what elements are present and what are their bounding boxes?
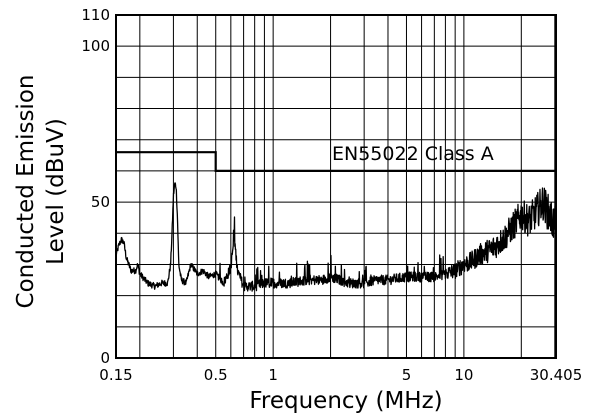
limit-line-label: EN55022 Class A: [332, 143, 494, 165]
x-tick-labels: 0.15 0.5 1 5 10 30.405: [99, 366, 582, 384]
x-tick-label: 5: [402, 366, 412, 384]
grid-lines: [116, 15, 556, 358]
x-tick-label: 0.15: [99, 366, 132, 384]
emission-trace: [115, 182, 557, 292]
x-tick-label: 1: [268, 366, 278, 384]
y-tick-labels: 0 50 100 110: [81, 6, 110, 367]
y-axis-label-line1: Conducted Emission: [13, 75, 39, 309]
x-tick-label: 0.5: [204, 366, 228, 384]
y-tick-label: 0: [100, 349, 110, 367]
x-axis-label: Frequency (MHz): [249, 388, 442, 414]
y-tick-label: 50: [91, 193, 110, 211]
y-axis-label-line2: Level (dBuV): [43, 118, 69, 265]
x-tick-label: 30.405: [530, 366, 583, 384]
limit-line: [116, 151, 556, 172]
y-tick-label: 100: [81, 37, 110, 55]
x-tick-label: 10: [454, 366, 473, 384]
y-tick-label: 110: [81, 6, 110, 24]
plot-frame: [115, 14, 557, 359]
